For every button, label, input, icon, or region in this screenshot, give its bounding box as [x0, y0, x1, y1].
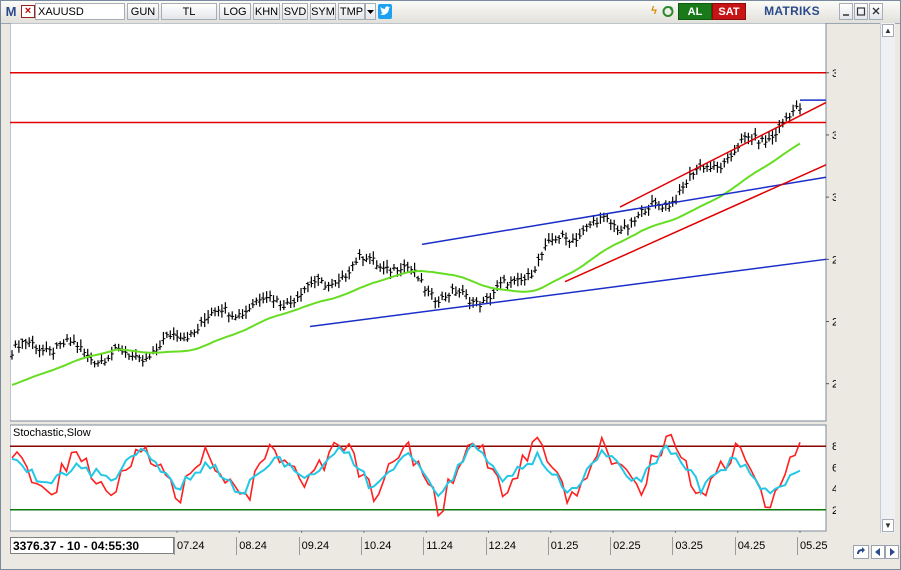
- currency-tl-button[interactable]: TL: [161, 3, 217, 20]
- minimize-icon[interactable]: [839, 3, 853, 20]
- price-tick-label: 2500.: [832, 317, 836, 329]
- close-chart-icon[interactable]: ×: [21, 5, 35, 18]
- trend-support-line: [564, 164, 827, 283]
- template-dropdown-icon[interactable]: [365, 3, 376, 20]
- x-tick-label: 04.25: [737, 540, 766, 552]
- x-tick-label: 12.24: [488, 540, 517, 552]
- x-tick-label: 01.25: [550, 540, 579, 552]
- refresh-icon[interactable]: [661, 3, 675, 20]
- scroll-up-icon[interactable]: ▲: [882, 24, 894, 37]
- period-gun-button[interactable]: GUN: [127, 3, 159, 20]
- symbol-field[interactable]: XAUUSD: [35, 3, 125, 20]
- stochastic-tick-label: 80.: [832, 441, 836, 453]
- price-tick-label: 3250.: [832, 130, 836, 142]
- channel-lower-line: [309, 258, 827, 328]
- price-tick-label: 3000.: [832, 192, 836, 204]
- stochastic-tick-label: 40.: [832, 484, 836, 496]
- twitter-icon[interactable]: [378, 4, 392, 19]
- x-tick-separator: [797, 537, 798, 555]
- x-tick-label: 03.25: [675, 540, 703, 552]
- x-tick-separator: [610, 537, 612, 555]
- price-tick-label: 2250.: [832, 379, 836, 391]
- app-logo[interactable]: M: [5, 4, 17, 19]
- buy-button[interactable]: AL: [678, 3, 712, 20]
- price-bars: [10, 100, 802, 368]
- template-button[interactable]: TMP: [338, 3, 365, 20]
- x-tick-separator: [423, 537, 425, 555]
- cursor-readout: 3376.37 - 10 - 04:55:30: [10, 537, 174, 554]
- indicator-label: Stochastic,Slow: [13, 427, 91, 439]
- x-tick-label: 08.24: [239, 540, 267, 552]
- x-tick-label: 10.24: [363, 540, 392, 552]
- x-tick-separator: [672, 537, 674, 555]
- scroll-right-icon[interactable]: [885, 545, 899, 559]
- svd-button[interactable]: SVD: [282, 3, 308, 20]
- x-tick-label: 11.24: [426, 540, 453, 552]
- window-close-icon[interactable]: [869, 3, 883, 20]
- trend-resistance-line: [619, 101, 827, 208]
- stochastic-tick-label: 60.: [832, 462, 836, 474]
- stochastic-panel: [10, 424, 827, 532]
- sym-button[interactable]: SYM: [310, 3, 336, 20]
- stochastic-slow-line: [11, 442, 801, 498]
- x-tick-label: 02.25: [613, 540, 641, 552]
- price-tick-label: 3500.: [832, 68, 836, 80]
- x-tick-label: 05.25: [800, 540, 828, 552]
- scroll-left-icon[interactable]: [871, 545, 885, 559]
- x-tick-separator: [174, 537, 175, 555]
- chart-area[interactable]: 2250. 2500. 2750. 3000. 3250. 3500. 20. 40. 60. 8…: [10, 23, 836, 533]
- x-tick-separator: [236, 537, 238, 555]
- log-scale-button[interactable]: LOG: [219, 3, 251, 20]
- sync-icon[interactable]: [853, 545, 869, 559]
- x-tick-separator: [485, 537, 487, 555]
- x-tick-label: 09.24: [301, 540, 330, 552]
- stochastic-tick-label: 20.: [832, 505, 836, 517]
- channel-upper-line: [421, 176, 827, 246]
- x-tick-separator: [360, 537, 362, 555]
- maximize-icon[interactable]: [854, 3, 868, 20]
- lightning-icon[interactable]: ϟ: [651, 5, 657, 17]
- x-tick-separator: [298, 537, 300, 555]
- khn-button[interactable]: KHN: [253, 3, 280, 20]
- price-panel: [10, 23, 827, 422]
- sell-button[interactable]: SAT: [712, 3, 746, 20]
- x-tick-label: 07.24: [177, 540, 205, 552]
- x-tick-separator: [547, 537, 549, 555]
- vertical-scrollbar[interactable]: ▲ ▼: [880, 23, 895, 533]
- toolbar: M × XAUUSD GUN TL LOG KHN SVD SYM TMP ϟ …: [1, 1, 900, 24]
- x-tick-separator: [734, 537, 736, 555]
- moving-average-line: [11, 142, 801, 386]
- status-bar: 3376.37 - 10 - 04:55:30 07.24 08.24 09.24 1…: [1, 533, 900, 569]
- brand-logo: MATRIKS: [764, 4, 820, 18]
- price-tick-label: 2750.: [832, 254, 836, 266]
- scroll-down-icon[interactable]: ▼: [882, 519, 894, 532]
